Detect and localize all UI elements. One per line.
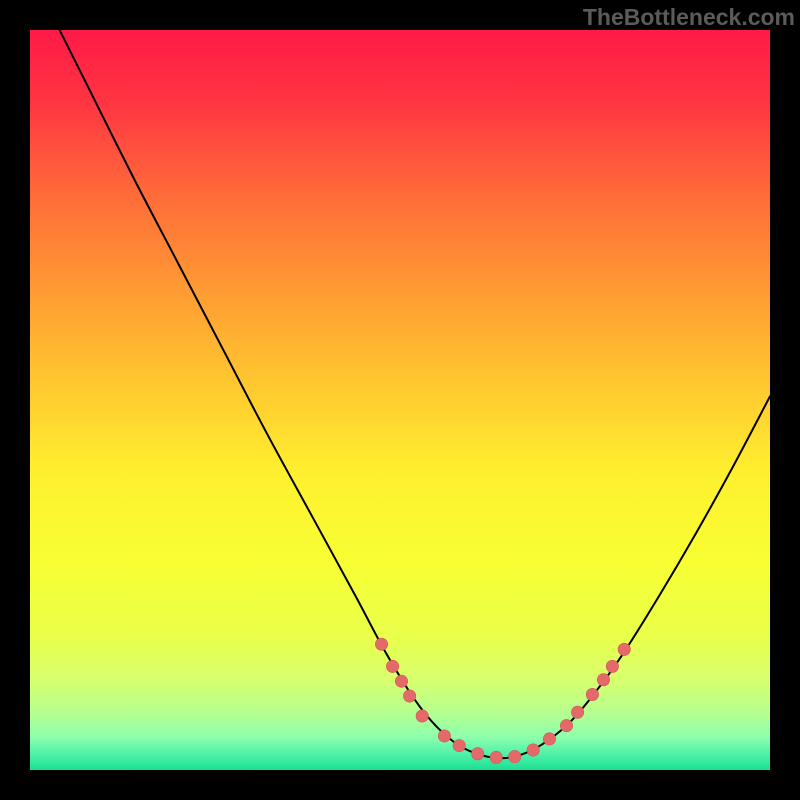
marker-point: [438, 730, 450, 742]
marker-point: [386, 660, 398, 672]
plot-area: [30, 30, 770, 770]
marker-point: [606, 660, 618, 672]
marker-point: [560, 719, 572, 731]
marker-point: [618, 643, 630, 655]
marker-point: [490, 751, 502, 763]
marker-point: [472, 748, 484, 760]
marker-point: [416, 710, 428, 722]
marker-point: [403, 690, 415, 702]
marker-point: [527, 744, 539, 756]
marker-point: [453, 739, 465, 751]
bottleneck-curve: [60, 30, 770, 758]
marker-point: [509, 750, 521, 762]
watermark-text: TheBottleneck.com: [583, 4, 795, 31]
marker-point: [543, 733, 555, 745]
marker-point: [395, 675, 407, 687]
marker-point: [586, 688, 598, 700]
marker-point: [597, 674, 609, 686]
marker-point: [375, 638, 387, 650]
marker-point: [571, 706, 583, 718]
chart-svg: [30, 30, 770, 770]
